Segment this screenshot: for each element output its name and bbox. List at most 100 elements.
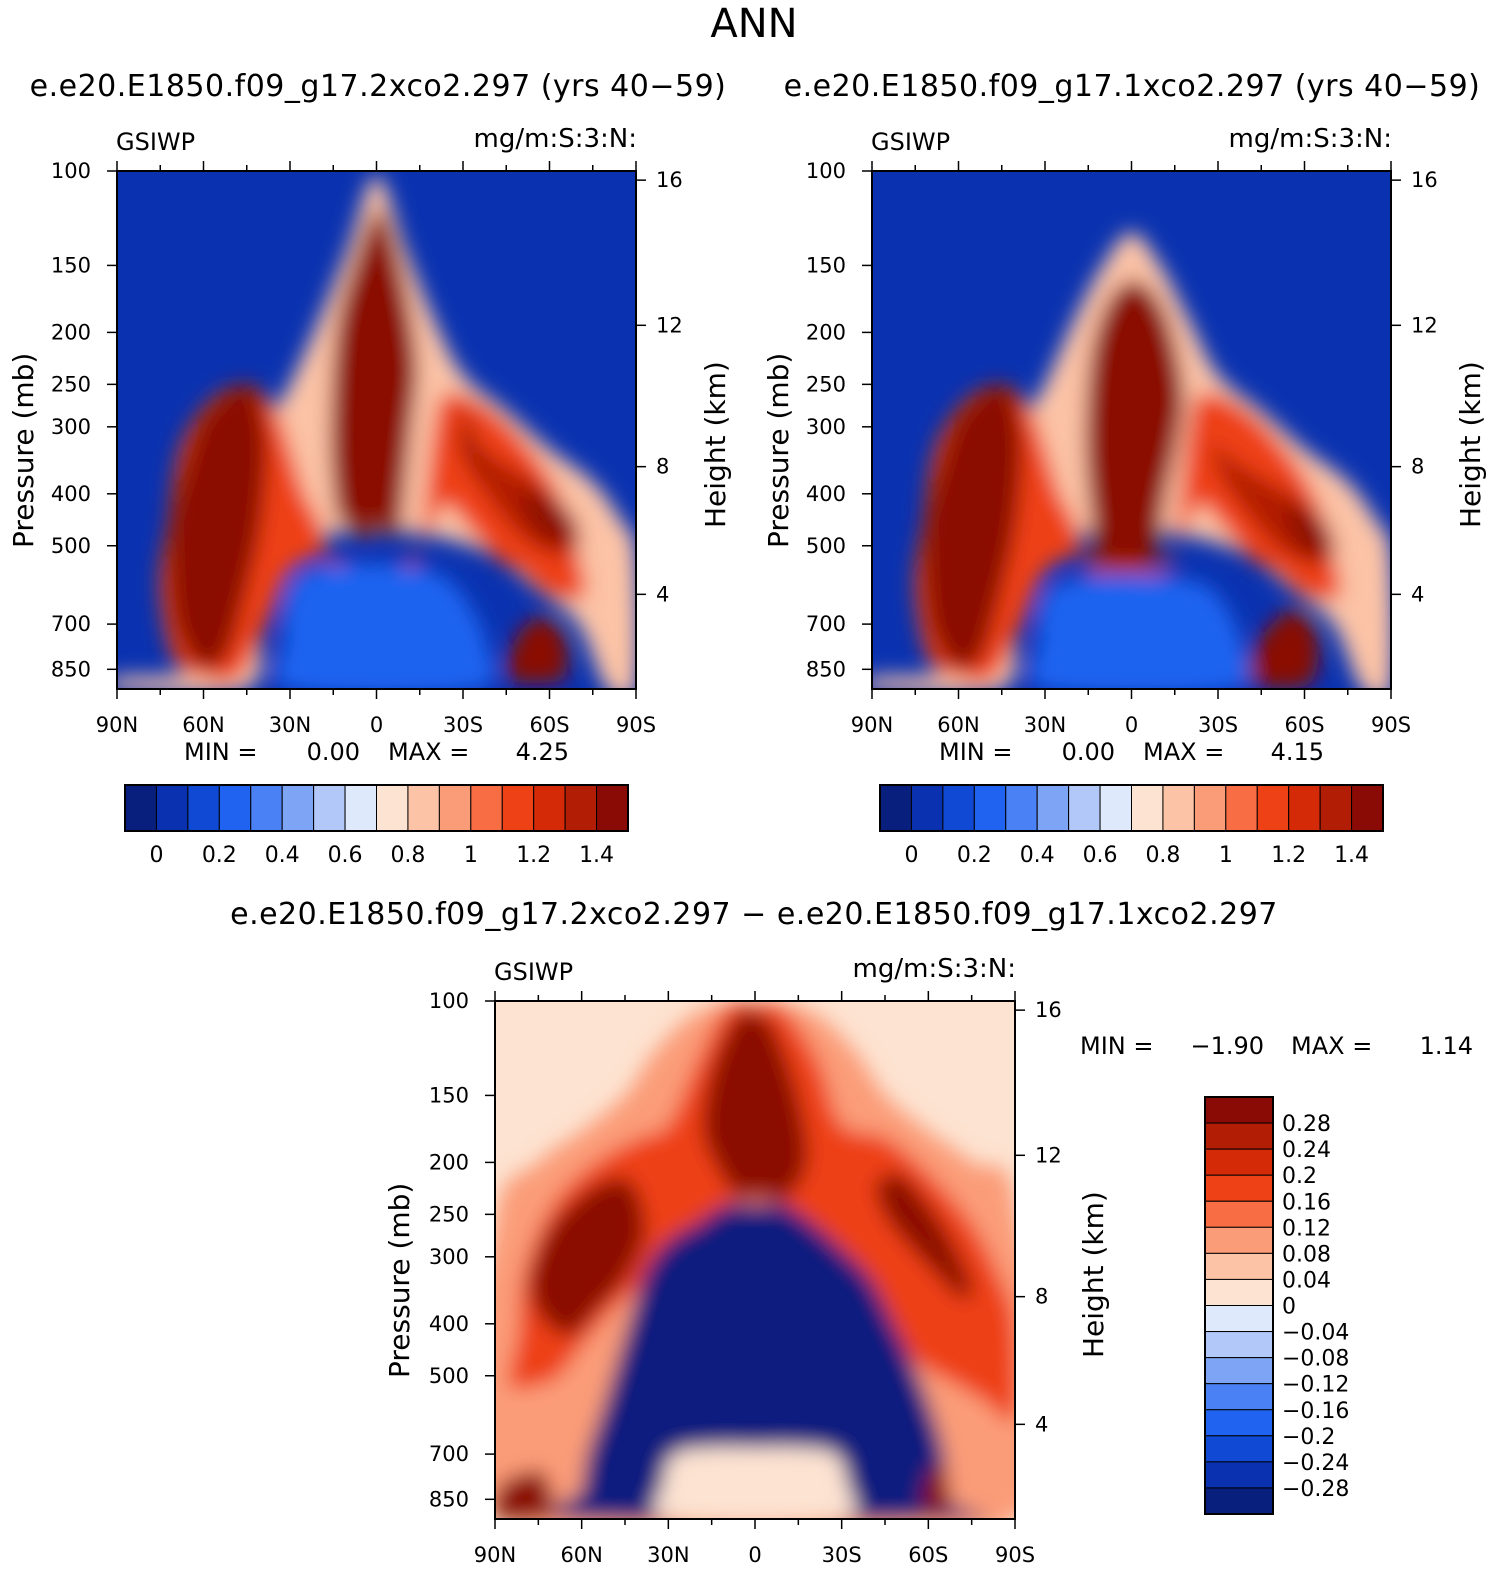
right-colorbar-box-10 [1193,784,1227,832]
right-ptick-label-3: 250 [806,372,846,396]
left-min-label: MIN = [184,738,258,766]
diff-ptick-label-6: 500 [429,1364,469,1388]
left-colorbar-box-11 [470,784,503,832]
diff-colorbar-label-14: −0.28 [1282,1477,1349,1502]
right-colorbar-box-7 [1099,784,1132,832]
diff-colorbar-label-2: 0.2 [1282,1164,1317,1189]
right-ptick-label-0: 100 [806,159,846,183]
right-colorbar-box-3 [973,784,1007,832]
right-colorbar-box-5 [1036,784,1070,832]
left-colorbar-frame [124,784,629,832]
diff-field [495,1001,1015,1519]
diff-colorbar-label-0: 0.28 [1282,1112,1331,1137]
diff-contour-2 [529,1177,646,1336]
right-contour-2 [923,383,1022,670]
left-colorbar-box-1 [155,784,189,832]
left-contour-5 [462,402,487,470]
right-ptick-label-2: 200 [806,320,846,344]
right-htick-label-1: 12 [1411,313,1438,337]
diff-colorbar-label-12: −0.2 [1282,1425,1335,1450]
right-colorbar-box-4 [1005,784,1038,832]
right-htick-label-0: 16 [1411,168,1438,192]
diff-contour-8 [922,1466,950,1515]
diff-ptick-label-3: 250 [429,1202,469,1226]
left-colorbar-box-15 [596,784,629,832]
diff-colorbar-label-11: −0.16 [1282,1399,1349,1424]
diff-ptick-label-1: 150 [429,1083,469,1107]
diff-colorbar-box-14 [1204,1461,1274,1489]
right-contour-3 [1085,280,1184,565]
diff-contour-5 [548,1203,989,1519]
right-ptick-label-4: 300 [806,415,846,439]
diff-units-label: mg/m:S:3:N: [852,954,1016,984]
left-colorbar-label-1: 0.2 [202,843,237,868]
diff-xtick-label-5: 60S [908,1543,948,1567]
right-min-label: MIN = [939,738,1013,766]
diff-colorbar-box-8 [1204,1305,1274,1333]
right-contour-5 [1287,499,1329,557]
left-colorbar-label-4: 0.8 [390,843,425,868]
diff-colorbar-label-10: −0.12 [1282,1373,1349,1398]
left-htick-label-3: 4 [656,582,669,606]
left-ptick-label-1: 150 [51,253,91,277]
left-contour-2 [168,383,267,670]
diff-colorbar-box-3 [1204,1174,1274,1202]
right-ptick-label-7: 700 [806,612,846,636]
left-colorbar-box-8 [376,784,409,832]
right-xtick-label-2: 30N [1024,713,1066,737]
left-contour-8 [274,563,496,689]
right-ptick-label-8: 850 [806,657,846,681]
left-ptick-label-4: 300 [51,415,91,439]
left-variable-label: GSIWP [116,128,196,156]
left-colorbar-box-12 [501,784,535,832]
diff-colorbar-label-3: 0.16 [1282,1190,1331,1215]
diff-ptick-label-7: 700 [429,1442,469,1466]
diff-xtick-label-6: 90S [995,1543,1035,1567]
diff-contour-7 [495,1470,554,1519]
right-colorbar-label-5: 1 [1219,843,1233,868]
diff-htick-label-2: 8 [1035,1285,1048,1309]
diff-colorbar-box-2 [1204,1148,1274,1176]
diff-colorbar-box-12 [1204,1409,1274,1437]
diff-colorbar-label-7: 0 [1282,1295,1296,1320]
left-contour-6 [522,487,575,543]
right-colorbar-label-0: 0 [904,843,918,868]
left-colorbar-label-3: 0.6 [328,843,363,868]
diff-htick-label-0: 16 [1035,998,1062,1022]
right-colorbar-label-4: 0.8 [1145,843,1180,868]
diff-ptick-label-4: 300 [429,1245,469,1269]
diff-xtick-label-1: 60N [560,1543,602,1567]
right-colorbar-box-2 [942,784,975,832]
left-colorbar-box-6 [313,784,346,832]
right-colorbar-box-13 [1288,784,1321,832]
right-xtick-label-0: 90N [851,713,893,737]
right-colorbar-label-7: 1.4 [1334,843,1369,868]
diff-ptick-label-5: 400 [429,1312,469,1336]
left-ptick-label-8: 850 [51,657,91,681]
diff-colorbar-box-6 [1204,1252,1274,1280]
left-case-title: e.e20.E1850.f09_g17.2xco2.297 (yrs 40−59… [29,69,727,104]
left-colorbar-label-5: 1 [464,843,478,868]
diff-colorbar-box-4 [1204,1200,1274,1228]
left-contour-3 [330,208,418,542]
right-contour-7 [1029,576,1251,689]
right-colorbar-label-1: 0.2 [957,843,992,868]
right-xtick-label-4: 30S [1198,713,1238,737]
right-min-value: 0.00 [1061,738,1115,766]
right-colorbar-label-6: 1.2 [1271,843,1306,868]
diff-variable-label: GSIWP [494,958,574,986]
diff-min-value: −1.90 [1190,1032,1264,1060]
right-htick-label-3: 4 [1411,582,1424,606]
right-field [872,171,1391,689]
left-colorbar-box-2 [187,784,220,832]
diff-max-value: 1.14 [1419,1032,1473,1060]
right-ptick-label-6: 500 [806,534,846,558]
diff-colorbar-label-1: 0.24 [1282,1138,1331,1163]
left-xtick-label-0: 90N [96,713,138,737]
diff-colorbar-box-7 [1204,1278,1274,1306]
left-ptick-label-2: 200 [51,320,91,344]
diff-max-label: MAX = [1291,1032,1373,1060]
left-colorbar-box-5 [281,784,315,832]
left-xtick-label-3: 0 [370,713,383,737]
